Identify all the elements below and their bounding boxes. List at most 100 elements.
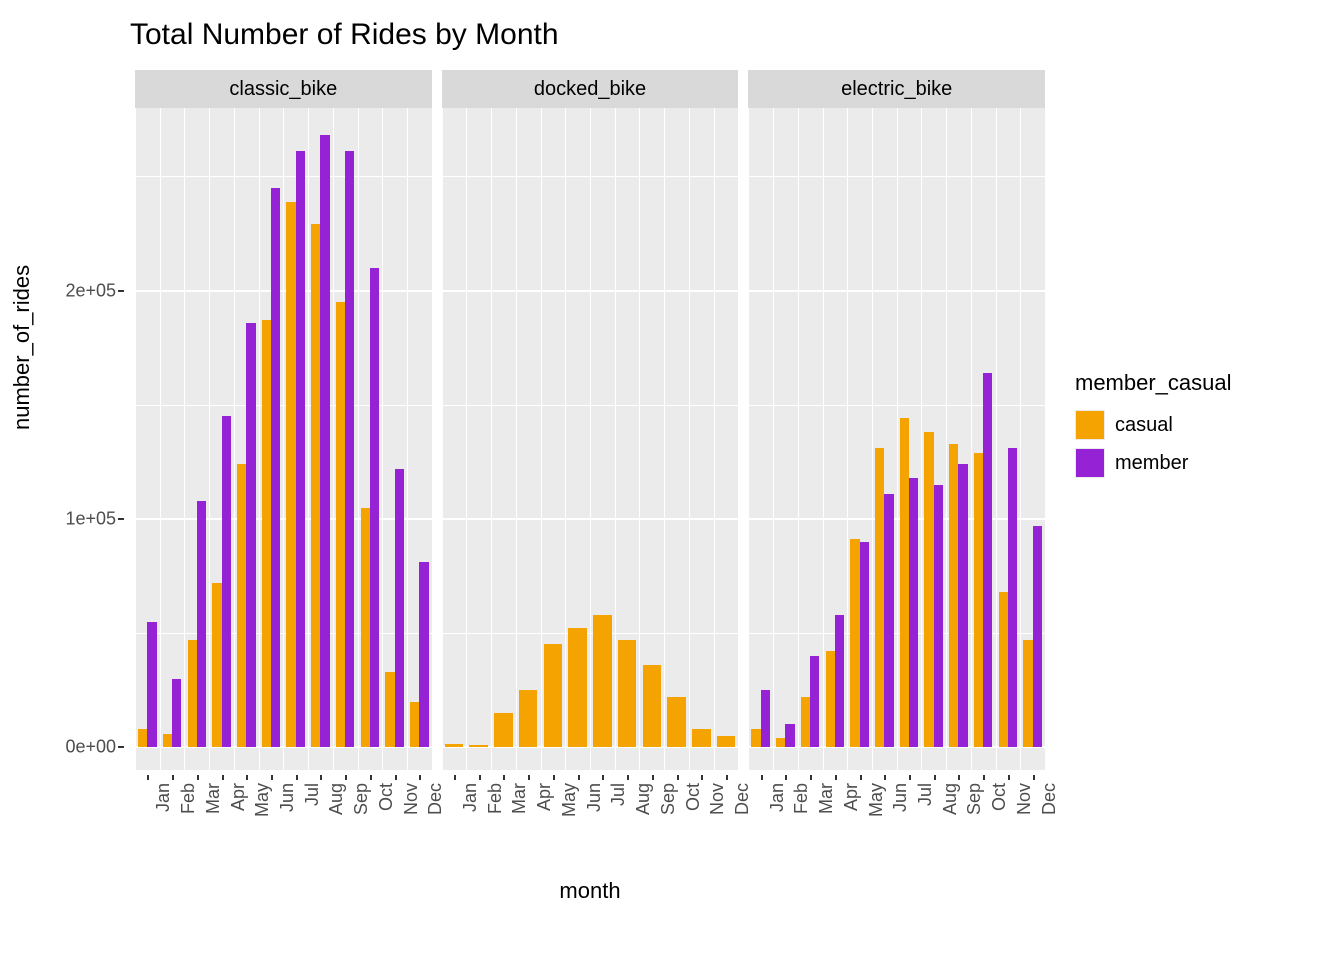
bar	[568, 628, 587, 747]
gridline-minor-v	[565, 108, 566, 770]
gridline-minor-v	[184, 108, 185, 770]
x-tick-mark	[419, 775, 421, 780]
x-tick-label: Apr	[228, 783, 249, 811]
legend-label: member	[1115, 452, 1188, 475]
x-tick-label: Aug	[940, 783, 961, 815]
x-tick-mark	[958, 775, 960, 780]
x-tick-mark	[652, 775, 654, 780]
x-tick-label: Mar	[203, 783, 224, 814]
bar	[222, 416, 231, 747]
bar	[593, 615, 612, 747]
x-tick-mark	[860, 775, 862, 780]
x-tick-label: Jun	[277, 783, 298, 812]
gridline-minor-v	[1020, 108, 1021, 770]
x-tick-mark	[147, 775, 149, 780]
gridline-minor-v	[516, 108, 517, 770]
x-axis-facet: JanFebMarAprMayJunJulAugSepOctNovDec	[442, 775, 739, 885]
bar	[286, 202, 295, 748]
x-tick-mark	[197, 775, 199, 780]
legend-swatch	[1076, 449, 1104, 477]
x-axis-row: JanFebMarAprMayJunJulAugSepOctNovDecJanF…	[135, 775, 1045, 885]
bar	[188, 640, 197, 747]
bar	[469, 745, 488, 747]
x-tick-label: Sep	[965, 783, 986, 815]
legend-swatch	[1076, 411, 1104, 439]
bar	[1023, 640, 1032, 747]
bar	[311, 224, 320, 747]
bar	[875, 448, 884, 747]
x-tick-label: Jan	[153, 783, 174, 812]
bar	[643, 665, 662, 747]
gridline-minor-v	[664, 108, 665, 770]
gridline-minor-v	[847, 108, 848, 770]
x-tick-label: Feb	[178, 783, 199, 814]
legend-item: member	[1075, 448, 1232, 478]
gridline-minor-v	[689, 108, 690, 770]
x-tick-label: Jan	[767, 783, 788, 812]
gridline-minor-v	[773, 108, 774, 770]
bar	[801, 697, 810, 747]
x-tick-label: Oct	[989, 783, 1010, 811]
x-tick-label: Nov	[1014, 783, 1035, 815]
x-tick-mark	[983, 775, 985, 780]
x-tick-mark	[370, 775, 372, 780]
bar	[958, 464, 967, 747]
x-axis-facet: JanFebMarAprMayJunJulAugSepOctNovDec	[135, 775, 432, 885]
bar	[138, 729, 147, 747]
bar	[163, 734, 172, 748]
x-tick-label: Feb	[485, 783, 506, 814]
x-tick-mark	[395, 775, 397, 780]
x-tick-label: Jun	[890, 783, 911, 812]
x-tick-mark	[909, 775, 911, 780]
y-tick-mark	[118, 290, 124, 292]
bar	[262, 320, 271, 747]
x-tick-label: May	[866, 783, 887, 817]
x-tick-mark	[761, 775, 763, 780]
gridline-minor-v	[541, 108, 542, 770]
x-tick-mark	[627, 775, 629, 780]
y-tick-label: 0e+00	[65, 737, 116, 758]
x-tick-label: Jun	[584, 783, 605, 812]
x-tick-mark	[701, 775, 703, 780]
bar	[999, 592, 1008, 747]
gridline-minor-v	[234, 108, 235, 770]
x-tick-label: Oct	[376, 783, 397, 811]
facet: electric_bike	[748, 70, 1045, 770]
bar	[761, 690, 770, 747]
bar	[1008, 448, 1017, 747]
x-tick-label: Nov	[401, 783, 422, 815]
bar	[900, 418, 909, 747]
x-tick-mark	[835, 775, 837, 780]
x-tick-mark	[296, 775, 298, 780]
x-tick-mark	[1008, 775, 1010, 780]
x-axis-title: month	[135, 878, 1045, 904]
bar	[370, 268, 379, 747]
bar	[237, 464, 246, 747]
gridline-minor-v	[714, 108, 715, 770]
bar	[884, 494, 893, 747]
bar	[1033, 526, 1042, 747]
bar	[345, 151, 354, 747]
facet-header: electric_bike	[748, 70, 1045, 108]
bar	[197, 501, 206, 748]
bar	[296, 151, 305, 747]
gridline-minor-v	[946, 108, 947, 770]
y-tick-mark	[118, 746, 124, 748]
bar	[751, 729, 760, 747]
x-tick-label: May	[252, 783, 273, 817]
gridline-minor-v	[798, 108, 799, 770]
gridline-minor-v	[639, 108, 640, 770]
x-tick-mark	[454, 775, 456, 780]
gridline-minor-v	[209, 108, 210, 770]
bar	[692, 729, 711, 747]
bar	[519, 690, 538, 747]
chart-title: Total Number of Rides by Month	[130, 18, 559, 52]
x-tick-label: Mar	[816, 783, 837, 814]
x-tick-label: Jul	[302, 783, 323, 806]
gridline-minor-v	[160, 108, 161, 770]
gridline-minor-v	[358, 108, 359, 770]
x-tick-mark	[934, 775, 936, 780]
bar	[320, 135, 329, 747]
y-axis: 0e+001e+052e+05	[0, 108, 128, 770]
bar	[544, 644, 563, 747]
